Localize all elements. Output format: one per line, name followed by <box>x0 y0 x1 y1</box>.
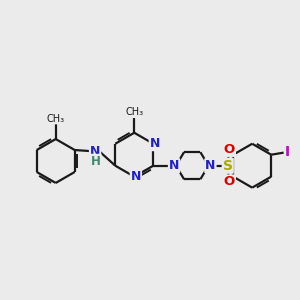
Text: N: N <box>205 159 216 172</box>
Text: N: N <box>150 137 160 150</box>
Text: CH₃: CH₃ <box>125 107 143 117</box>
Text: O: O <box>224 143 235 156</box>
Text: N: N <box>169 159 179 172</box>
Text: O: O <box>224 176 235 188</box>
Text: CH₃: CH₃ <box>46 114 65 124</box>
Text: H: H <box>91 155 100 168</box>
Text: S: S <box>223 159 233 173</box>
Text: I: I <box>285 145 290 159</box>
Text: N: N <box>131 170 141 183</box>
Text: N: N <box>90 145 100 158</box>
